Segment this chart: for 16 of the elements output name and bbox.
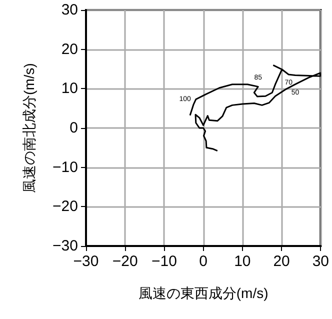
y-tick-label: 0 [70,120,78,136]
x-tick-label: 0 [199,253,208,270]
x-tick-label: 20 [273,253,290,270]
x-tick-label: −30 [73,253,99,270]
y-tick-label: 20 [61,40,78,58]
y-tick-label: −30 [52,238,78,254]
y-tick-label: 10 [61,80,78,98]
x-tick-label: 30 [312,253,329,270]
x-tick-label: −20 [112,253,138,270]
x-tick-label: −10 [151,253,177,270]
x-axis-title: 風速の東西成分(m/s) [138,285,268,301]
y-tick-label: −10 [52,158,78,176]
x-tick-label: 10 [234,253,251,270]
y-axis-title: 風速の南北成分(m/s) [21,63,37,193]
y-tick-label: 30 [61,2,78,18]
y-tick-label: −20 [52,198,78,216]
